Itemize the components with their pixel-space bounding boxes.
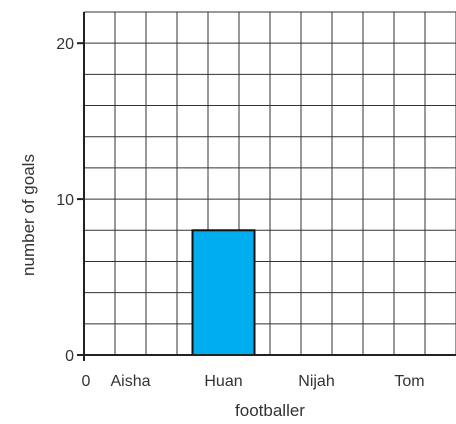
x-tick-label: Huan [204,373,242,390]
x-tick-label: Nijah [298,373,334,390]
y-tick-label: 20 [56,36,74,53]
x-origin-label: 0 [82,373,91,390]
x-axis-label: footballer [235,401,305,420]
axes [78,12,456,361]
y-tick-label: 0 [65,348,74,365]
bars [191,229,256,356]
ticks: 0 10 20 Aisha Huan Nijah Tom [56,36,424,390]
y-tick-label: 10 [56,192,74,209]
x-tick-label: Tom [394,373,424,390]
y-axis-label: number of goals [19,154,38,276]
bar-huan [191,229,256,356]
grid-lines [84,11,456,355]
x-tick-label: Aisha [110,373,150,390]
